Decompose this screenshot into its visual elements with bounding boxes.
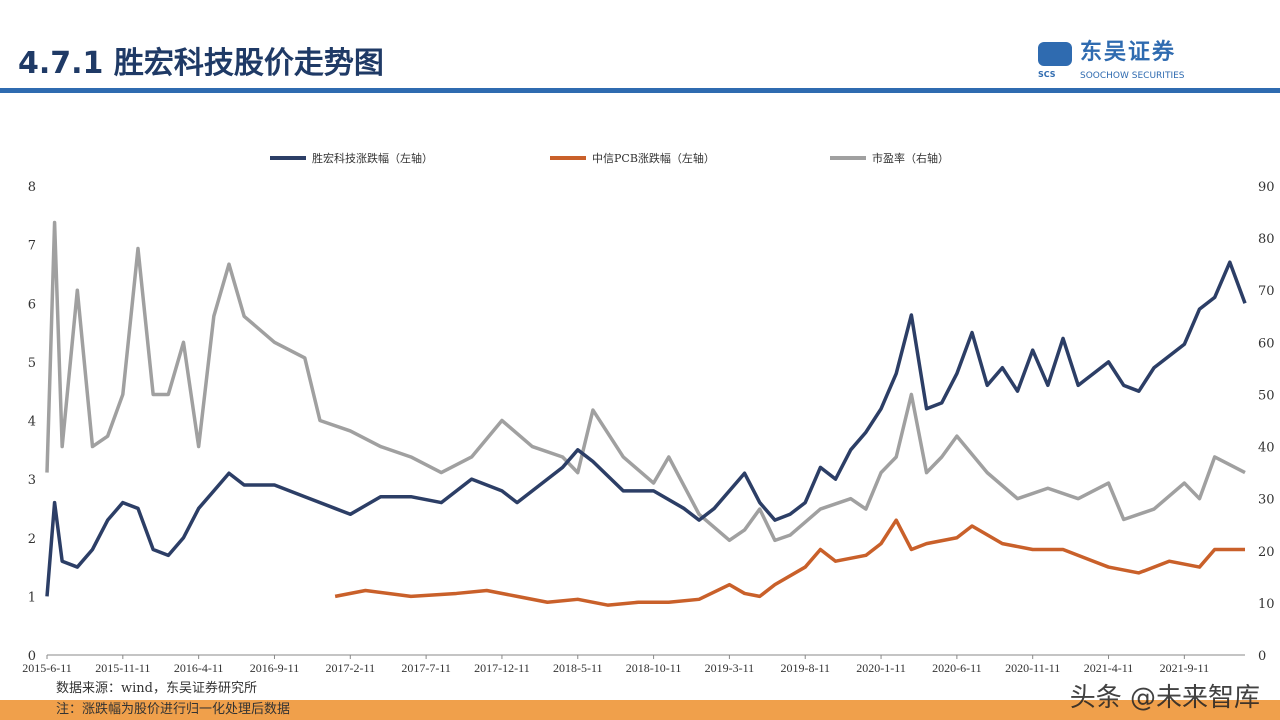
series-line-0 — [45, 260, 1247, 597]
legend-label-0: 胜宏科技涨跌幅（左轴） — [312, 151, 433, 165]
page-title: 4.7.1 胜宏科技股价走势图 — [18, 46, 384, 81]
y-left-tick-label: 7 — [28, 239, 36, 254]
y-right-tick-label: 40 — [1258, 441, 1275, 456]
y-left-tick-label: 5 — [28, 356, 36, 371]
x-tick-label: 2021-9-11 — [1160, 661, 1210, 675]
x-tick-label: 2017-12-11 — [474, 661, 530, 675]
legend-label-2: 市盈率（右轴） — [872, 151, 949, 165]
x-tick-label: 2016-9-11 — [250, 661, 300, 675]
watermark: 头条 @未来智库 — [1069, 683, 1260, 713]
logo-en: SOOCHOW SECURITIES — [1080, 71, 1185, 81]
header-divider — [0, 88, 1280, 93]
x-tick-label: 2020-11-11 — [1005, 661, 1060, 675]
x-tick-label: 2019-3-11 — [705, 661, 755, 675]
note-bar — [0, 700, 1280, 720]
x-tick-label: 2015-6-11 — [22, 661, 72, 675]
x-tick-label: 2021-4-11 — [1084, 661, 1134, 675]
y-left-tick-label: 6 — [28, 297, 36, 312]
y-right-tick-label: 80 — [1258, 232, 1275, 247]
x-tick-label: 2020-6-11 — [932, 661, 982, 675]
logo-cn: 东吴证券 — [1080, 40, 1177, 65]
note: 注：涨跌幅为股价进行归一化处理后数据 — [56, 702, 291, 717]
x-tick-label: 2017-7-11 — [401, 661, 451, 675]
y-right-tick-label: 70 — [1258, 284, 1275, 299]
logo-mark-icon — [1038, 42, 1072, 66]
x-tick-label: 2015-11-11 — [95, 661, 150, 675]
y-right-tick-label: 0 — [1258, 649, 1266, 664]
y-left-tick-label: 4 — [28, 415, 36, 430]
data-source: 数据来源：wind，东吴证券研究所 — [56, 681, 257, 696]
y-right-tick-label: 90 — [1258, 180, 1275, 195]
x-tick-label: 2020-1-11 — [856, 661, 906, 675]
y-right-tick-label: 60 — [1258, 336, 1275, 351]
y-left-tick-label: 8 — [28, 180, 36, 195]
x-tick-label: 2018-5-11 — [553, 661, 603, 675]
y-right-tick-label: 10 — [1258, 597, 1275, 612]
y-right-tick-label: 20 — [1258, 545, 1275, 560]
x-tick-label: 2018-10-11 — [626, 661, 682, 675]
series-line-1 — [334, 518, 1245, 607]
logo-abbr: SCS — [1038, 70, 1056, 79]
x-tick-label: 2019-8-11 — [780, 661, 830, 675]
y-right-tick-label: 50 — [1258, 388, 1275, 403]
y-left-tick-label: 2 — [28, 532, 36, 547]
y-right-tick-label: 30 — [1258, 493, 1275, 508]
soochow-logo: SCS 东吴证券 SOOCHOW SECURITIES — [1038, 40, 1238, 84]
legend-label-1: 中信PCB涨跌幅（左轴） — [592, 151, 715, 165]
x-tick-label: 2016-4-11 — [174, 661, 224, 675]
y-left-tick-label: 0 — [28, 649, 36, 664]
y-left-tick-label: 1 — [28, 590, 36, 605]
y-left-tick-label: 3 — [28, 473, 36, 488]
x-tick-label: 2017-2-11 — [326, 661, 376, 675]
series-line-2 — [45, 220, 1246, 543]
